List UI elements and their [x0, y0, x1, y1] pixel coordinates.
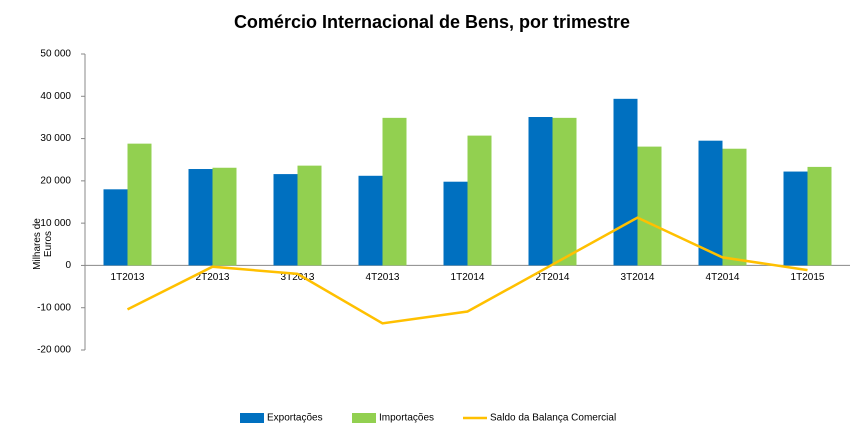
x-tick-label: 2T2013: [196, 272, 230, 283]
legend-label: Importações: [379, 413, 434, 424]
bar: [297, 165, 322, 266]
bar: [127, 143, 152, 266]
bar: [783, 171, 808, 266]
bar: [467, 135, 492, 266]
y-axis-label: Milhares de Euros: [32, 218, 54, 270]
bar: [528, 117, 553, 266]
bar: [212, 167, 237, 266]
x-tick-label: 4T2014: [706, 272, 740, 283]
y-tick-label: 40 000: [40, 91, 71, 102]
bar: [358, 175, 383, 266]
chart-title: Comércio Internacional de Bens, por trim…: [234, 12, 630, 32]
y-tick-label: -10 000: [37, 302, 71, 313]
y-tick-label: 50 000: [40, 49, 71, 60]
bar: [698, 140, 723, 266]
line-series: [126, 216, 808, 325]
legend-label: Exportações: [267, 413, 323, 424]
bar: [443, 181, 468, 266]
y-tick-label: 0: [65, 260, 71, 271]
bar: [552, 117, 577, 266]
legend-swatch: [352, 413, 376, 423]
y-tick-label: 20 000: [40, 175, 71, 186]
bar: [382, 117, 407, 266]
bar: [613, 98, 638, 266]
x-tick-label: 3T2013: [281, 272, 315, 283]
y-tick-label: 10 000: [40, 218, 71, 229]
y-tick-label: 30 000: [40, 133, 71, 144]
y-tick-label: -20 000: [37, 345, 71, 356]
x-tick-label: 3T2014: [621, 272, 655, 283]
bar: [103, 189, 128, 266]
bar: [273, 174, 298, 266]
bar: [722, 148, 747, 266]
bar: [188, 169, 213, 266]
bar: [637, 146, 662, 266]
x-tick-label: 1T2014: [451, 272, 485, 283]
x-tick-label: 4T2013: [366, 272, 400, 283]
bar: [807, 166, 832, 266]
x-tick-label: 1T2015: [791, 272, 825, 283]
x-tick-label: 2T2014: [536, 272, 570, 283]
x-tick-label: 1T2013: [111, 272, 145, 283]
legend-swatch: [240, 413, 264, 423]
legend-label: Saldo da Balança Comercial: [490, 413, 616, 424]
